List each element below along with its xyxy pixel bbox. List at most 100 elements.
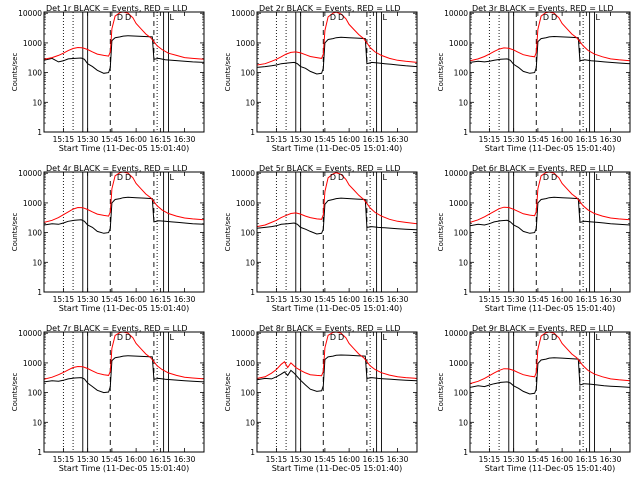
y-tick-label: 1 — [250, 448, 255, 457]
x-axis-label: Start Time (11-Dec-05 15:01:40) — [272, 304, 403, 313]
plot-frame — [256, 11, 418, 133]
x-tick-label: 16:00 — [338, 135, 360, 144]
y-tick-label: 100 — [28, 229, 43, 238]
top-marker-label: D — [338, 333, 344, 342]
y-tick-label: 1000 — [236, 359, 255, 368]
y-tick-label: 1 — [250, 128, 255, 137]
x-tick-label: 15:45 — [314, 295, 336, 304]
panel-title: Det 2r BLACK = Events, RED = LLD — [259, 4, 401, 13]
y-tick-label: 100 — [454, 389, 469, 398]
top-marker-label: D — [117, 13, 123, 22]
lld-series-line — [257, 172, 417, 228]
top-marker-label: L — [595, 13, 600, 22]
x-axis-label: Start Time (11-Dec-05 15:01:40) — [485, 144, 616, 153]
events-series-line — [257, 36, 417, 75]
y-tick-label: 1 — [463, 128, 468, 137]
x-tick-label: 16:00 — [125, 295, 147, 304]
panel-title: Det 3r BLACK = Events, RED = LLD — [472, 4, 614, 13]
x-tick-label: 16:30 — [600, 455, 622, 464]
x-tick-label: 16:15 — [150, 135, 172, 144]
panel-3: Det 3r BLACK = Events, RED = LLD 1 10 100 10… — [437, 4, 631, 153]
x-tick-label: 15:15 — [266, 295, 288, 304]
top-marker-label: D — [125, 173, 131, 182]
top-marker-label: D — [543, 333, 549, 342]
y-axis-label: Counts/sec — [437, 373, 445, 412]
y-tick-label: 1 — [250, 288, 255, 297]
x-axis-label: Start Time (11-Dec-05 15:01:40) — [272, 144, 403, 153]
x-tick-label: 16:15 — [150, 295, 172, 304]
x-tick-label: 16:15 — [576, 455, 598, 464]
y-tick-label: 1000 — [23, 39, 42, 48]
top-marker-label: D — [117, 333, 123, 342]
x-tick-label: 15:45 — [101, 295, 123, 304]
y-tick-label: 10 — [32, 258, 42, 267]
y-tick-label: 10 — [245, 258, 255, 267]
y-tick-label: 10 — [32, 98, 42, 107]
top-marker-label: D — [330, 13, 336, 22]
y-tick-label: 100 — [241, 389, 256, 398]
top-marker-label: L — [382, 333, 387, 342]
top-marker-label: L — [169, 333, 174, 342]
lld-series-line — [257, 332, 417, 379]
y-tick-label: 1000 — [449, 199, 468, 208]
y-tick-label: 1000 — [23, 199, 42, 208]
x-tick-label: 16:30 — [174, 295, 196, 304]
x-tick-label: 15:30 — [290, 455, 312, 464]
top-marker-label: D — [338, 173, 344, 182]
plot-frame — [43, 331, 205, 453]
top-marker-label: L — [595, 333, 600, 342]
x-tick-label: 15:45 — [527, 135, 549, 144]
panel-8: Det 8r BLACK = Events, RED = LLD 1 10 100 10… — [224, 324, 418, 473]
events-series-line — [44, 355, 204, 394]
x-tick-label: 15:15 — [479, 135, 501, 144]
y-tick-label: 10000 — [18, 169, 42, 178]
panel-6: Det 6r BLACK = Events, RED = LLD 1 10 100 10… — [437, 164, 631, 313]
y-tick-label: 100 — [241, 229, 256, 238]
y-tick-label: 1000 — [236, 199, 255, 208]
y-axis-label: Counts/sec — [11, 53, 19, 92]
plot-frame — [256, 171, 418, 293]
x-tick-label: 16:30 — [600, 295, 622, 304]
x-tick-label: 16:00 — [125, 455, 147, 464]
top-marker-label: D — [125, 333, 131, 342]
x-tick-label: 15:30 — [77, 455, 99, 464]
y-tick-label: 1000 — [236, 39, 255, 48]
x-tick-label: 15:15 — [53, 135, 75, 144]
x-tick-label: 15:15 — [479, 295, 501, 304]
panel-5: Det 5r BLACK = Events, RED = LLD 1 10 100 10… — [224, 164, 418, 313]
panel-title: Det 5r BLACK = Events, RED = LLD — [259, 164, 401, 173]
top-marker-label: L — [169, 13, 174, 22]
y-tick-label: 1 — [37, 448, 42, 457]
x-tick-label: 15:15 — [266, 455, 288, 464]
panel-1: Det 1r BLACK = Events, RED = LLD 1 10 100 10… — [11, 4, 205, 153]
x-tick-label: 15:30 — [290, 135, 312, 144]
x-tick-label: 16:15 — [363, 455, 385, 464]
y-tick-label: 10000 — [18, 329, 42, 338]
lld-series-line — [470, 332, 630, 385]
y-tick-label: 10 — [245, 418, 255, 427]
x-tick-label: 15:30 — [503, 455, 525, 464]
x-axis-label: Start Time (11-Dec-05 15:01:40) — [485, 464, 616, 473]
y-tick-label: 10 — [245, 98, 255, 107]
y-tick-label: 100 — [454, 229, 469, 238]
x-tick-label: 16:15 — [150, 455, 172, 464]
plot-frame — [43, 171, 205, 293]
x-tick-label: 16:00 — [338, 295, 360, 304]
x-tick-label: 16:15 — [363, 135, 385, 144]
y-axis-label: Counts/sec — [11, 213, 19, 252]
x-tick-label: 15:15 — [479, 455, 501, 464]
top-marker-label: D — [330, 173, 336, 182]
x-tick-label: 16:30 — [174, 135, 196, 144]
panel-2: Det 2r BLACK = Events, RED = LLD 1 10 100 10… — [224, 4, 418, 153]
top-marker-label: D — [117, 173, 123, 182]
x-tick-label: 16:30 — [387, 455, 409, 464]
top-marker-label: D — [543, 173, 549, 182]
y-tick-label: 10 — [458, 258, 468, 267]
y-tick-label: 100 — [454, 69, 469, 78]
y-axis-label: Counts/sec — [437, 213, 445, 252]
panel-title: Det 8r BLACK = Events, RED = LLD — [259, 324, 401, 333]
x-tick-label: 16:15 — [576, 295, 598, 304]
y-tick-label: 10 — [458, 98, 468, 107]
x-tick-label: 16:30 — [600, 135, 622, 144]
